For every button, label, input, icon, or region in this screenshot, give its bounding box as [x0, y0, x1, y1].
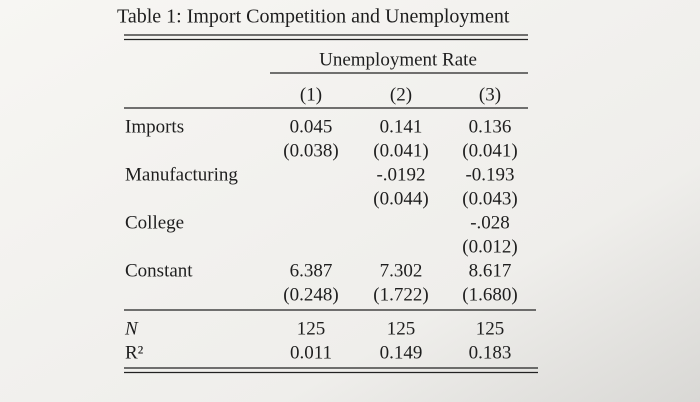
standard-error: (1.722)	[373, 284, 428, 305]
coefficient: -.028	[470, 212, 510, 233]
column-header: (3)	[479, 84, 501, 105]
stat-value: 125	[387, 318, 416, 339]
standard-error: (0.041)	[462, 140, 517, 161]
row-label: Constant	[125, 260, 193, 281]
stat-label: R²	[125, 342, 144, 363]
column-header: (1)	[300, 84, 322, 105]
coefficient: 0.141	[380, 116, 423, 137]
table-title: Table 1: Import Competition and Unemploy…	[117, 6, 510, 28]
coefficient: 7.302	[380, 260, 423, 281]
stat-value: 0.183	[469, 342, 512, 363]
standard-error: (0.041)	[373, 140, 428, 161]
column-header: (2)	[390, 84, 412, 105]
standard-error: (0.012)	[462, 236, 517, 257]
coefficient: -.0192	[376, 164, 425, 185]
stat-value: 125	[297, 318, 326, 339]
coefficient: -0.193	[465, 164, 514, 185]
row-label: Imports	[125, 116, 184, 137]
coefficient: 6.387	[290, 260, 333, 281]
stat-label: N	[124, 318, 139, 339]
coefficient: 8.617	[469, 260, 512, 281]
table-cells: (1) (2) (3) Imports 0.045 0.141 0.136 (0.038) (0…	[124, 84, 518, 363]
row-label: Manufacturing	[125, 164, 238, 185]
coefficient: 0.045	[290, 116, 333, 137]
standard-error: (0.044)	[373, 188, 428, 209]
coefficient: 0.136	[469, 116, 512, 137]
standard-error: (0.248)	[283, 284, 338, 305]
row-label: College	[125, 212, 184, 233]
standard-error: (0.043)	[462, 188, 517, 209]
stat-value: 0.149	[380, 342, 423, 363]
stat-value: 0.011	[290, 342, 332, 363]
stat-value: 125	[476, 318, 505, 339]
standard-error: (1.680)	[462, 284, 517, 305]
standard-error: (0.038)	[283, 140, 338, 161]
group-header: Unemployment Rate	[319, 49, 477, 70]
